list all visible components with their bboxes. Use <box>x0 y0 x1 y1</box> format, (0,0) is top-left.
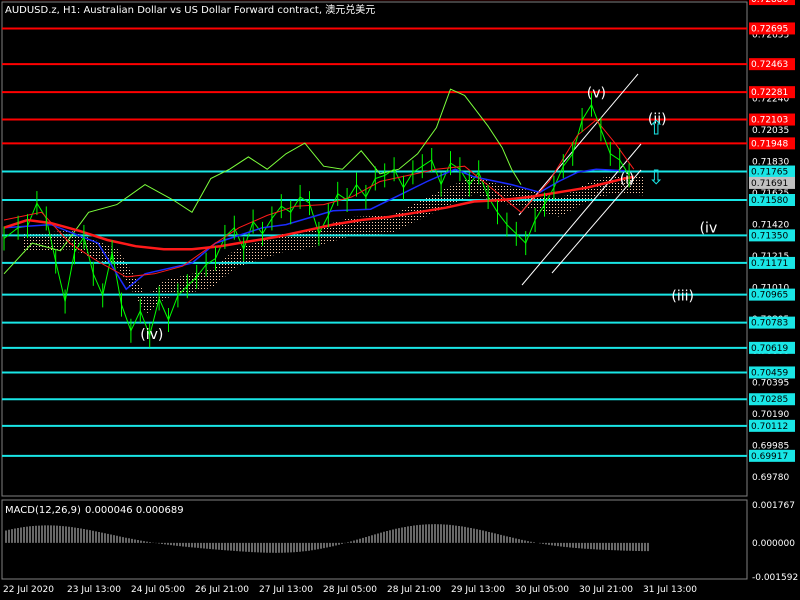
level-price-box <box>749 341 795 354</box>
cloud-segment <box>531 190 560 217</box>
wave-label: (iv <box>700 221 718 237</box>
cloud-segment <box>165 269 212 299</box>
cloud-segment <box>24 230 71 253</box>
level-price-box <box>749 137 795 150</box>
series-kijun <box>3 168 625 291</box>
wave-label: (iii) <box>671 288 694 304</box>
level-price-box <box>749 419 795 432</box>
y-tick-label: 0.69780 <box>752 473 789 483</box>
level-price-box <box>749 393 795 406</box>
series-chikou <box>3 88 522 275</box>
level-price-box <box>749 165 795 178</box>
level-price-label: 0.70619 <box>751 344 788 354</box>
level-price-box <box>749 58 795 71</box>
cloud-segment <box>212 249 236 288</box>
y-tick-label: 0.71830 <box>752 158 789 168</box>
level-price-box <box>749 256 795 269</box>
x-tick-label: 22 Jul 2020 <box>3 585 54 595</box>
level-price-box <box>749 316 795 329</box>
wave-label: (ii) <box>648 111 667 127</box>
cloud-segment <box>118 249 147 314</box>
wave-arrow: ⇧ <box>648 116 665 140</box>
level-price-label: 0.72695 <box>751 24 788 34</box>
level-price-label: 0.70459 <box>751 368 788 378</box>
macd-pane-border <box>1 499 748 580</box>
level-price-label: 0.71350 <box>751 231 788 241</box>
y-tick-label: 0.69985 <box>752 441 789 451</box>
level-price-box <box>749 288 795 301</box>
x-tick-label: 24 Jul 05:00 <box>131 585 185 595</box>
macd-label: MACD(12,26,9) 0.000046 0.000689 <box>5 505 184 516</box>
x-tick-label: 30 Jul 21:00 <box>579 585 633 595</box>
level-price-label: 0.72103 <box>751 116 788 126</box>
level-price-label: 0.72463 <box>751 60 788 70</box>
cloud-segment <box>494 183 532 210</box>
price-series <box>3 88 635 348</box>
x-tick-label: 26 Jul 21:00 <box>195 585 249 595</box>
current-price-box <box>749 176 795 189</box>
level-price-box <box>749 366 795 379</box>
level-price-label: 0.71948 <box>751 139 788 149</box>
wave-label: (v) <box>587 85 606 101</box>
level-lines <box>2 0 747 457</box>
cloud-segment <box>559 187 579 217</box>
macd-histogram: 0.001767 0.000000 -0.001592 <box>5 501 798 583</box>
x-tick-label: 27 Jul 13:00 <box>259 585 313 595</box>
y-tick-label: 0.72655 <box>752 31 789 41</box>
y-tick-label: 0.70190 <box>752 410 789 420</box>
cloud-segment <box>146 280 165 314</box>
x-tick-label: 28 Jul 21:00 <box>387 585 441 595</box>
level-price-box <box>749 113 795 126</box>
time-axis: 22 Jul 2020 23 Jul 13:00 24 Jul 05:00 26 Ju… <box>3 585 697 595</box>
macd-tick-label: 0.000000 <box>752 539 795 549</box>
level-price-label: 0.71765 <box>751 168 788 178</box>
level-price-label: 0.72886 <box>751 0 788 5</box>
wave-label: (iv) <box>140 327 163 343</box>
price-axis: 0.728800.726550.724450.722400.720350.718… <box>749 0 795 483</box>
level-price-label: 0.70112 <box>751 422 788 432</box>
macd-tick-label: -0.001592 <box>752 573 798 583</box>
x-tick-label: 29 Jul 13:00 <box>451 585 505 595</box>
y-tick-label: 0.71420 <box>752 221 789 231</box>
cloud-segment <box>71 230 118 268</box>
main-pane-border <box>1 1 748 497</box>
wave-label: (i) <box>620 171 635 187</box>
level-price-label: 0.70285 <box>751 395 788 405</box>
level-price-label: 0.71171 <box>751 259 788 269</box>
x-tick-label: 23 Jul 13:00 <box>67 585 121 595</box>
level-price-box <box>749 22 795 35</box>
channel-line <box>521 143 642 286</box>
level-price-label: 0.69917 <box>751 452 788 462</box>
level-price-label: 0.70783 <box>751 319 788 329</box>
x-tick-label: 31 Jul 13:00 <box>643 585 697 595</box>
level-price-label: 0.70965 <box>751 291 788 301</box>
x-tick-label: 28 Jul 05:00 <box>323 585 377 595</box>
series-ma <box>3 175 635 251</box>
x-tick-label: 30 Jul 05:00 <box>515 585 569 595</box>
y-tick-label: 0.72035 <box>752 126 789 136</box>
wave-arrow: ⇩ <box>648 165 665 189</box>
level-price-box <box>749 194 795 206</box>
y-tick-label: 0.72240 <box>752 94 789 104</box>
channel-line <box>551 169 642 274</box>
cloud-segment <box>306 216 353 250</box>
wave-labels: (v) (ii) (i) (iv (iii) (iv) ⇧ ⇩ <box>140 85 717 343</box>
level-price-label: 0.71580 <box>751 196 788 206</box>
level-price-label: 0.72281 <box>751 88 788 98</box>
cloud-segment <box>235 233 283 268</box>
current-price-label: 0.71691 <box>751 179 788 189</box>
level-price-box <box>749 86 795 99</box>
y-tick-label: 0.70395 <box>752 378 789 388</box>
level-price-box <box>749 0 795 6</box>
macd-tick-label: 0.001767 <box>752 501 795 511</box>
cloud-segment <box>597 175 617 197</box>
level-price-box <box>749 449 795 462</box>
chart-title: AUDUSD.z, H1: Australian Dollar vs US Do… <box>5 3 375 16</box>
level-price-box <box>749 229 795 242</box>
cloud-segment <box>390 201 419 234</box>
